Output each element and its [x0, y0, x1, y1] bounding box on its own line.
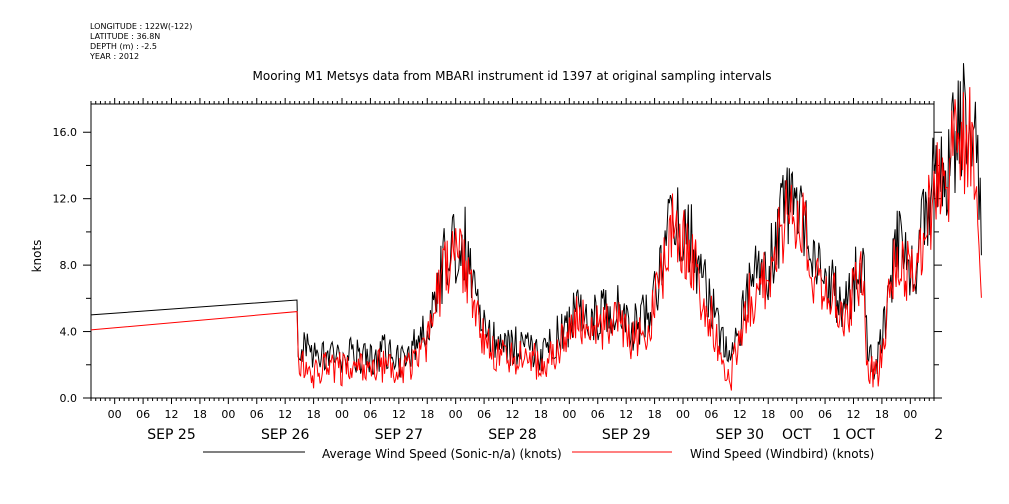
- x-hour-tick-label: 00: [790, 408, 804, 421]
- x-hour-tick-label: 18: [761, 408, 775, 421]
- x-hour-tick-label: 18: [193, 408, 207, 421]
- x-hour-tick-label: 00: [449, 408, 463, 421]
- x-hour-tick-label: 00: [108, 408, 122, 421]
- x-hour-tick-label: 06: [136, 408, 150, 421]
- x-day-label: SEP 28: [488, 427, 536, 443]
- series-line-1: [90, 87, 982, 391]
- x-hour-tick-label: 00: [335, 408, 349, 421]
- x-hour-tick-label: 06: [704, 408, 718, 421]
- x-hour-tick-label: 18: [534, 408, 548, 421]
- x-hour-tick-label: 06: [363, 408, 377, 421]
- x-day-label: 2: [934, 427, 943, 443]
- x-hour-tick-label: 12: [506, 408, 520, 421]
- legend: Average Wind Speed (Sonic-n/a) (knots) Wi…: [203, 447, 874, 461]
- x-day-label: OCT: [782, 427, 812, 443]
- x-day-label: SEP 27: [375, 427, 423, 443]
- x-hour-tick-label: 18: [307, 408, 321, 421]
- legend-label-0: Average Wind Speed (Sonic-n/a) (knots): [322, 447, 562, 461]
- x-day-label: SEP 25: [147, 427, 195, 443]
- x-day-label: SEP 26: [261, 427, 310, 443]
- axes: 0.0 4.0 8.0 12.0 16.0 00 06 12 18 00 06 12 18 00 06 12 1…: [53, 98, 943, 443]
- y-axis-label: knots: [30, 240, 44, 273]
- x-day-label: SEP 29: [602, 427, 650, 443]
- meta-latitude: LATITUDE : 36.8N: [90, 32, 160, 41]
- y-tick-label: 8.0: [60, 259, 78, 272]
- x-hour-tick-label: 06: [250, 408, 264, 421]
- x-hour-tick-label: 18: [875, 408, 889, 421]
- x-hour-tick-label: 06: [591, 408, 605, 421]
- x-hour-tick-label: 18: [420, 408, 434, 421]
- x-hour-tick-label: 12: [619, 408, 633, 421]
- x-hour-tick-label: 12: [392, 408, 406, 421]
- x-hour-tick-label: 06: [818, 408, 832, 421]
- y-tick-label: 4.0: [60, 326, 78, 339]
- series-lines: [90, 63, 982, 391]
- y-tick-label: 12.0: [53, 193, 78, 206]
- x-hour-tick-label: 06: [477, 408, 491, 421]
- chart-title: Mooring M1 Metsys data from MBARI instru…: [253, 69, 772, 83]
- metadata-block: LONGITUDE : 122W(-122) LATITUDE : 36.8N …: [89, 22, 192, 61]
- plot-frame: [90, 103, 935, 399]
- x-hour-tick-label: 00: [676, 408, 690, 421]
- meta-depth: DEPTH (m) : -2.5: [90, 42, 157, 51]
- meta-year: YEAR : 2012: [89, 52, 139, 61]
- x-hour-tick-label: 00: [562, 408, 576, 421]
- x-hour-tick-label: 12: [165, 408, 179, 421]
- legend-label-1: Wind Speed (Windbird) (knots): [690, 447, 874, 461]
- y-tick-label: 16.0: [53, 126, 78, 139]
- y-tick-label: 0.0: [60, 392, 78, 405]
- x-day-label: SEP 30: [716, 427, 764, 443]
- meta-longitude: LONGITUDE : 122W(-122): [90, 22, 192, 31]
- series-line-0: [90, 63, 982, 380]
- x-hour-tick-label: 00: [903, 408, 917, 421]
- x-day-label: 1 OCT: [832, 427, 875, 443]
- x-hour-tick-label: 12: [733, 408, 747, 421]
- x-hour-tick-label: 00: [221, 408, 235, 421]
- x-hour-tick-label: 18: [648, 408, 662, 421]
- x-hour-tick-label: 12: [846, 408, 860, 421]
- x-hour-tick-label: 12: [278, 408, 292, 421]
